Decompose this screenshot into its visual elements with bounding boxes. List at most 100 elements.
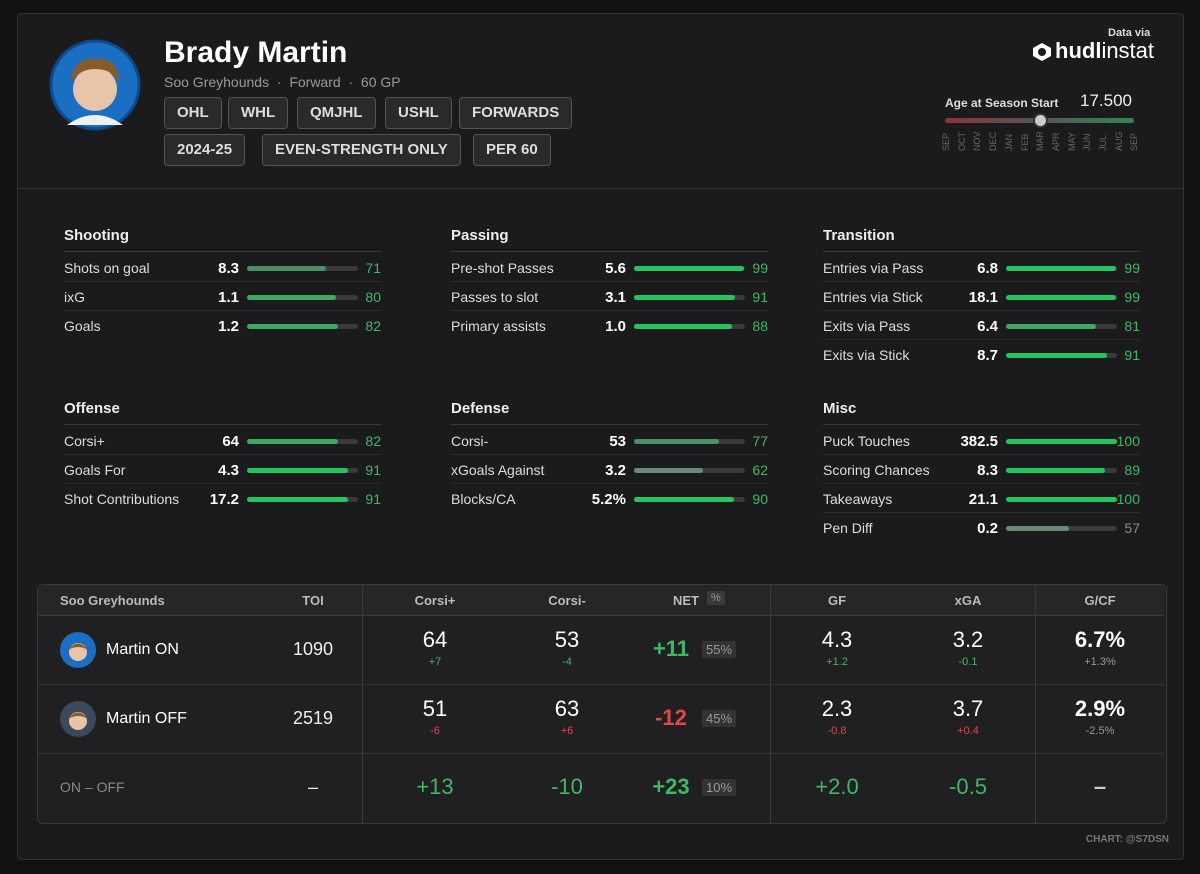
percentile-bar bbox=[247, 324, 339, 329]
percentile-bar bbox=[247, 266, 326, 271]
row-rule bbox=[64, 281, 381, 282]
toi: 1090 bbox=[292, 639, 334, 659]
net-badge: 45% bbox=[702, 710, 737, 727]
row-rule bbox=[64, 310, 381, 311]
player-photo bbox=[49, 39, 141, 131]
stat-value: 6.8 bbox=[977, 260, 998, 277]
row-rule bbox=[823, 339, 1140, 340]
cell-value: -10 bbox=[551, 774, 583, 799]
player-meta: Soo Greyhounds · Forward · 60 GP bbox=[164, 74, 401, 90]
percentile: 57 bbox=[1124, 520, 1140, 536]
net-badge: 55% bbox=[702, 641, 737, 658]
cell-value: 63 bbox=[554, 696, 580, 721]
month-label: SEP bbox=[941, 132, 951, 151]
cell-delta: +7 bbox=[428, 656, 442, 668]
stat-value: 64 bbox=[222, 433, 239, 450]
cell-value: -0.5 bbox=[949, 774, 987, 799]
stat-label: Shot Contributions bbox=[64, 491, 180, 507]
month-label: MAR bbox=[1035, 131, 1046, 151]
column-divider bbox=[362, 585, 363, 823]
table-header bbox=[38, 585, 1164, 616]
percentile: 89 bbox=[1124, 462, 1140, 478]
row-name: Martin OFF bbox=[106, 710, 187, 727]
row-rule bbox=[823, 512, 1140, 513]
percentile-bar bbox=[247, 497, 348, 502]
month-label: JAN bbox=[1003, 133, 1014, 151]
row-rule bbox=[823, 454, 1140, 455]
stat-label: Pre-shot Passes bbox=[451, 260, 554, 276]
column-header: Corsi+ bbox=[414, 593, 456, 608]
month-label: JUL bbox=[1098, 134, 1108, 151]
stat-value: 382.5 bbox=[960, 433, 998, 450]
filter-tag: EVEN-STRENGTH ONLY bbox=[262, 134, 461, 166]
percentile: 91 bbox=[365, 462, 381, 478]
stat-value: 21.1 bbox=[968, 491, 998, 508]
avatar bbox=[59, 700, 97, 743]
percentile: 71 bbox=[365, 260, 381, 276]
percentile: 80 bbox=[365, 289, 381, 305]
cell-value: +23 bbox=[652, 774, 690, 799]
row-rule bbox=[451, 310, 768, 311]
stat-label: Takeaways bbox=[823, 491, 893, 507]
percentile: 91 bbox=[1124, 347, 1140, 363]
card: Brady Martin Soo Greyhounds · Forward · … bbox=[17, 13, 1184, 860]
toi: 2519 bbox=[292, 708, 334, 728]
month-label: OCT bbox=[956, 132, 967, 151]
month-label: AUG bbox=[1113, 131, 1124, 151]
column-header: TOI bbox=[302, 593, 324, 608]
stat-value: 6.4 bbox=[977, 318, 998, 335]
percentile-bar bbox=[1006, 353, 1107, 358]
stat-label: Entries via Stick bbox=[823, 289, 923, 305]
section-title: Defense bbox=[451, 400, 510, 417]
stat-value: 3.2 bbox=[605, 462, 626, 479]
percentile-bar bbox=[1006, 439, 1117, 444]
percentile: 91 bbox=[365, 491, 381, 507]
filter-tag: OHL bbox=[164, 97, 222, 129]
month-label: JUN bbox=[1082, 133, 1093, 152]
stat-value: 1.0 bbox=[605, 318, 626, 335]
cell-delta: -2.5% bbox=[1085, 725, 1115, 737]
cell-value: 3.7 bbox=[952, 696, 984, 721]
cell-delta: -0.1 bbox=[958, 656, 978, 668]
column-header: Corsi- bbox=[548, 593, 586, 608]
stat-value: 17.2 bbox=[209, 491, 239, 508]
stat-label: Exits via Pass bbox=[823, 318, 911, 334]
row-name: Martin ON bbox=[106, 641, 179, 658]
cell-value: 64 bbox=[422, 627, 448, 652]
filter-tag: USHL bbox=[385, 97, 452, 129]
row-rule bbox=[451, 281, 768, 282]
footer: CHART: @S7DSN bbox=[1085, 834, 1169, 845]
avatar bbox=[59, 631, 97, 674]
stat-label: xGoals Against bbox=[451, 462, 545, 478]
section-rule bbox=[64, 424, 381, 425]
filter-tag: WHL bbox=[228, 97, 289, 129]
cell-value: 51 bbox=[422, 696, 448, 721]
percentile-bar bbox=[1006, 526, 1070, 531]
month-label: DEC bbox=[988, 131, 999, 151]
filter-tag: QMJHL bbox=[297, 97, 376, 129]
section-rule bbox=[823, 251, 1140, 252]
column-divider bbox=[1035, 585, 1036, 823]
percentile: 100 bbox=[1116, 491, 1140, 507]
row-rule bbox=[451, 454, 768, 455]
cell-value: -12 bbox=[655, 705, 687, 730]
stat-value: 8.3 bbox=[218, 260, 239, 277]
stat-label: Blocks/CA bbox=[451, 491, 516, 507]
cell-delta: +6 bbox=[560, 725, 574, 737]
cell-delta: -6 bbox=[430, 725, 440, 737]
percentile: 77 bbox=[752, 433, 768, 449]
percentile-bar bbox=[247, 439, 339, 444]
stat-label: Shots on goal bbox=[64, 260, 150, 276]
cell-delta: +1.2 bbox=[826, 656, 848, 668]
row-name: ON – OFF bbox=[60, 779, 125, 795]
stat-value: 53 bbox=[609, 433, 626, 450]
row-rule bbox=[823, 281, 1140, 282]
stat-label: Scoring Chances bbox=[823, 462, 930, 478]
stat-value: 5.6 bbox=[605, 260, 626, 277]
row-rule bbox=[64, 483, 381, 484]
age-value: 17.500 bbox=[1080, 91, 1132, 110]
cell-delta: -0.8 bbox=[827, 725, 847, 737]
section-rule bbox=[823, 424, 1140, 425]
percentile: 100 bbox=[1116, 433, 1140, 449]
